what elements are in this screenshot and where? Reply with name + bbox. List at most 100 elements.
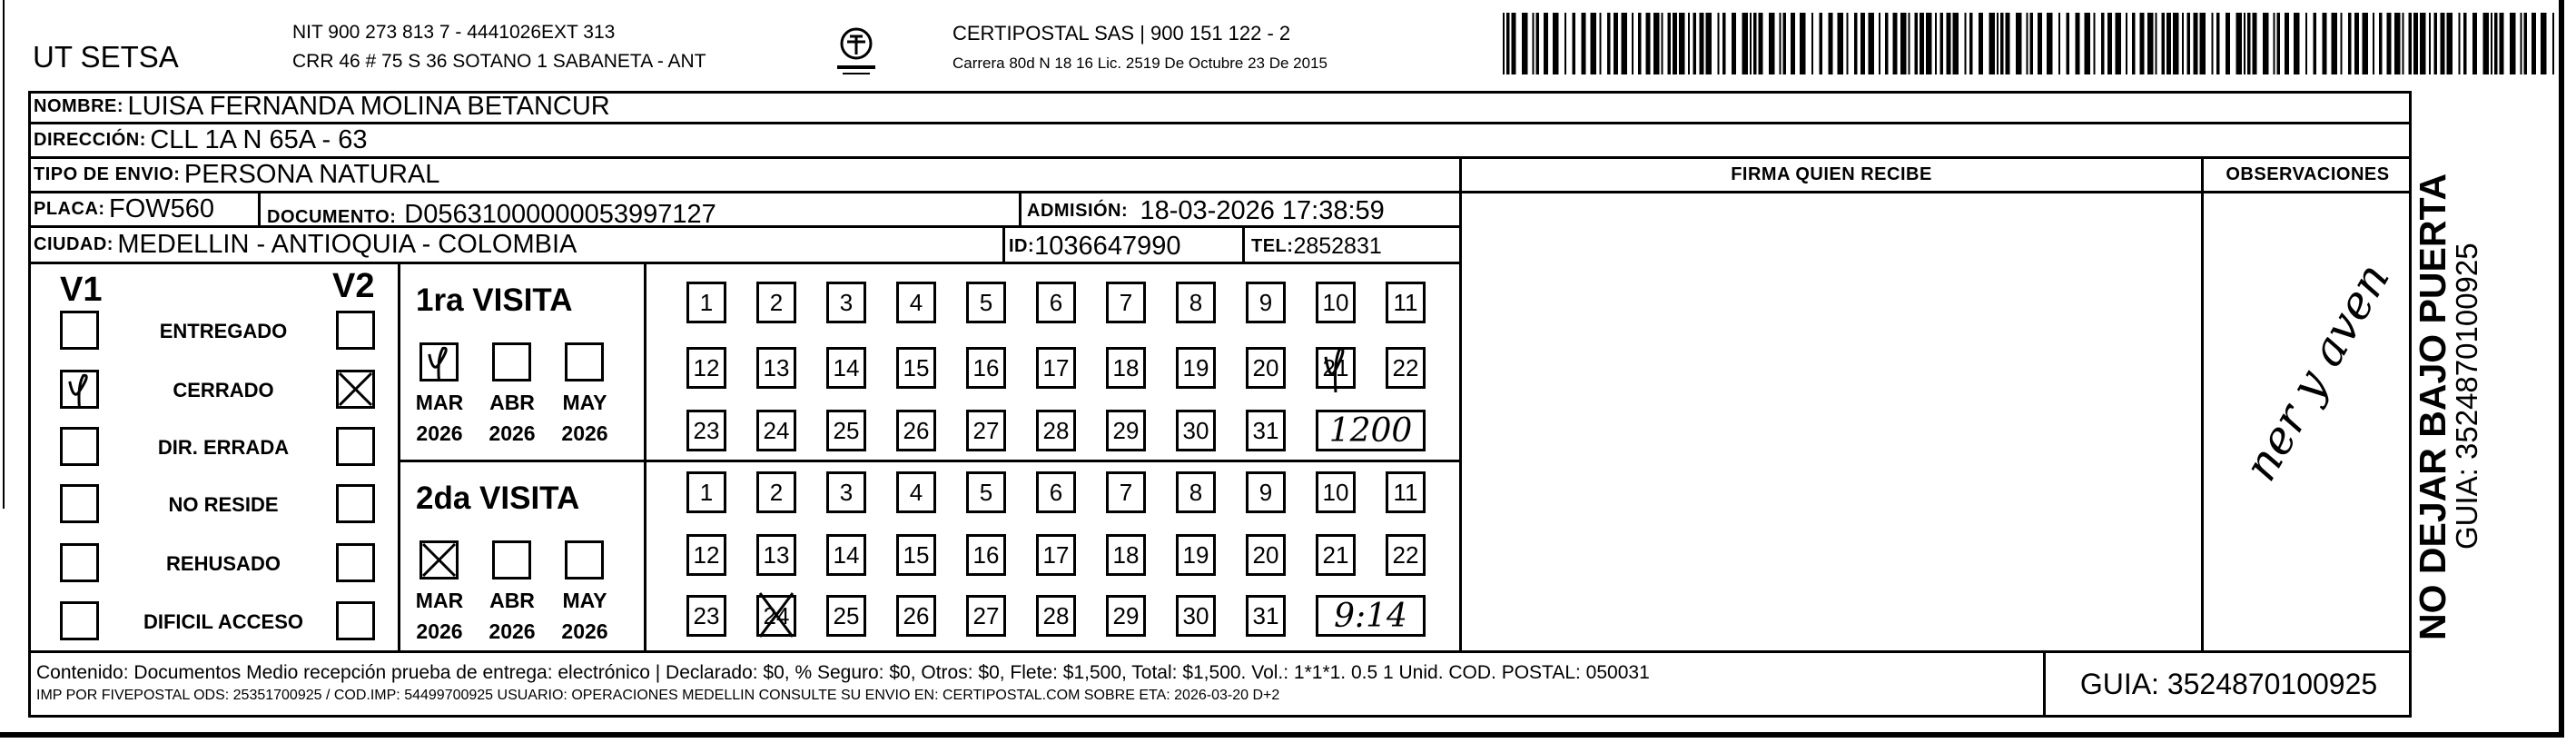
day-box[interactable]: 4 — [896, 471, 936, 513]
barcode-bar — [2005, 13, 2010, 74]
day-box[interactable]: 2 — [756, 282, 796, 323]
v1-checkbox[interactable] — [60, 311, 99, 350]
day-box[interactable]: 18 — [1106, 347, 1146, 389]
barcode-bar — [1854, 13, 1858, 74]
day-box[interactable]: 24 — [756, 595, 796, 637]
day-box[interactable]: 18 — [1106, 534, 1146, 576]
v1-checkbox[interactable] — [60, 543, 99, 582]
v2-checkbox[interactable] — [336, 484, 375, 523]
day-box[interactable]: 25 — [826, 410, 866, 451]
day-box[interactable]: 25 — [826, 595, 866, 637]
day-box[interactable]: 29 — [1106, 410, 1146, 451]
footer-content-line: Contenido: Documentos Medio recepción pr… — [36, 662, 1650, 683]
day-box[interactable]: 21 — [1316, 534, 1356, 576]
v1-checkbox[interactable] — [60, 427, 99, 466]
day-box[interactable]: 22 — [1386, 534, 1426, 576]
day-box[interactable]: 14 — [826, 347, 866, 389]
id-field: ID: 1036647990 — [1002, 228, 1245, 264]
day-box[interactable]: 6 — [1036, 282, 1076, 323]
day-box[interactable]: 8 — [1176, 471, 1216, 513]
day-box[interactable]: 7 — [1106, 471, 1146, 513]
month-checkbox[interactable] — [565, 342, 604, 381]
day-box[interactable]: 9 — [1246, 282, 1286, 323]
day-box[interactable]: 7 — [1106, 282, 1146, 323]
day-box[interactable]: 16 — [966, 347, 1006, 389]
day-box[interactable]: 17 — [1036, 347, 1076, 389]
day-box[interactable]: 13 — [756, 534, 796, 576]
day-box[interactable]: 21 — [1316, 347, 1356, 389]
barcode-bar — [1553, 13, 1559, 74]
day-box[interactable]: 1 — [686, 282, 726, 323]
day-box[interactable]: 8 — [1176, 282, 1216, 323]
firma-divider — [1459, 159, 1462, 652]
day-box[interactable]: 20 — [1246, 347, 1286, 389]
day-box[interactable]: 10 — [1316, 471, 1356, 513]
v2-checkbox[interactable] — [336, 311, 375, 350]
barcode-bar — [2482, 13, 2489, 74]
placa-row: PLACA: FOW560 — [28, 193, 1462, 228]
month-checkbox[interactable] — [419, 540, 459, 580]
day-box[interactable]: 5 — [966, 282, 1006, 323]
day-box[interactable]: 11 — [1386, 282, 1426, 323]
visit-title: 2da VISITA — [416, 480, 580, 516]
v2-checkbox[interactable] — [336, 370, 375, 409]
day-box[interactable]: 26 — [896, 410, 936, 451]
day-box[interactable]: 31 — [1246, 595, 1286, 637]
day-box[interactable]: 28 — [1036, 410, 1076, 451]
v1-checkbox[interactable] — [60, 484, 99, 523]
day-box[interactable]: 20 — [1246, 534, 1286, 576]
day-box[interactable]: 3 — [826, 282, 866, 323]
month-checkbox[interactable] — [492, 540, 531, 580]
day-box[interactable]: 27 — [966, 410, 1006, 451]
day-box[interactable]: 3 — [826, 471, 866, 513]
day-box[interactable]: 14 — [826, 534, 866, 576]
day-box[interactable]: 10 — [1316, 282, 1356, 323]
v2-checkbox[interactable] — [336, 601, 375, 640]
barcode-bar — [2029, 13, 2033, 74]
barcode-bar — [2305, 13, 2307, 74]
day-box[interactable]: 12 — [686, 534, 726, 576]
day-box[interactable]: 26 — [896, 595, 936, 637]
day-box[interactable]: 12 — [686, 347, 726, 389]
barcode-bar — [1511, 13, 1516, 74]
day-box[interactable]: 31 — [1246, 410, 1286, 451]
day-box[interactable]: 15 — [896, 534, 936, 576]
day-box[interactable]: 19 — [1176, 347, 1216, 389]
v1-checkbox[interactable] — [60, 601, 99, 640]
day-box[interactable]: 13 — [756, 347, 796, 389]
day-box[interactable]: 28 — [1036, 595, 1076, 637]
day-box[interactable]: 30 — [1176, 595, 1216, 637]
status-label: NO RESIDE — [168, 493, 279, 516]
day-box[interactable]: 5 — [966, 471, 1006, 513]
barcode-bar — [2047, 13, 2053, 74]
day-box[interactable]: 16 — [966, 534, 1006, 576]
day-box[interactable]: 4 — [896, 282, 936, 323]
month-checkbox[interactable] — [419, 342, 459, 381]
day-box[interactable]: 22 — [1386, 347, 1426, 389]
day-box[interactable]: 24 — [756, 410, 796, 451]
day-box[interactable]: 23 — [686, 410, 726, 451]
day-box[interactable]: 9 — [1246, 471, 1286, 513]
barcode-bar — [1939, 13, 1943, 74]
ciudad-label: CIUDAD: — [34, 234, 114, 254]
observaciones-label: OBSERVACIONES — [2226, 164, 2390, 184]
day-box[interactable]: 1 — [686, 471, 726, 513]
month-checkbox[interactable] — [492, 342, 531, 381]
day-box[interactable]: 30 — [1176, 410, 1216, 451]
v1-checkbox[interactable] — [60, 370, 99, 409]
day-box[interactable]: 17 — [1036, 534, 1076, 576]
day-box[interactable]: 15 — [896, 347, 936, 389]
day-box[interactable]: 6 — [1036, 471, 1076, 513]
day-box[interactable]: 29 — [1106, 595, 1146, 637]
barcode-bar — [2429, 13, 2431, 74]
day-box[interactable]: 19 — [1176, 534, 1216, 576]
month-checkbox[interactable] — [565, 540, 604, 580]
v2-checkbox[interactable] — [336, 427, 375, 466]
day-box[interactable]: 27 — [966, 595, 1006, 637]
admision-value: 18-03-2026 17:38:59 — [1140, 195, 1385, 225]
tel-value: 2852831 — [1293, 233, 1382, 259]
day-box[interactable]: 11 — [1386, 471, 1426, 513]
v2-checkbox[interactable] — [336, 543, 375, 582]
day-box[interactable]: 23 — [686, 595, 726, 637]
day-box[interactable]: 2 — [756, 471, 796, 513]
